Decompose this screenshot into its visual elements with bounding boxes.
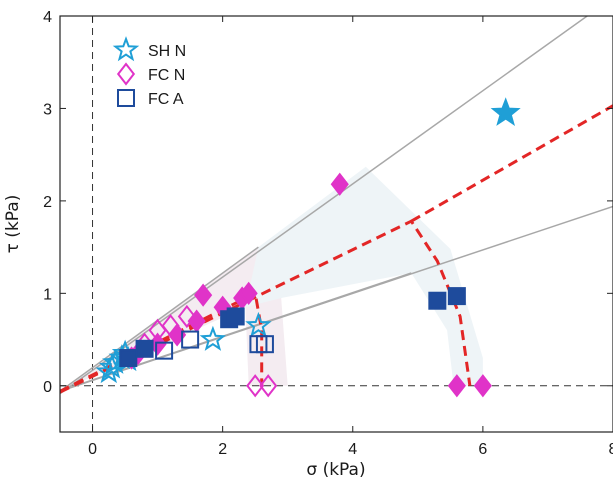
- legend-marker-star: [112, 36, 140, 62]
- legend-marker-square: [117, 89, 135, 107]
- star-open-point-7: [245, 311, 272, 337]
- envelope-line-3: [60, 246, 259, 392]
- y-axis-title: τ (kPa): [3, 195, 23, 254]
- square-open-point-0: [155, 341, 174, 360]
- y-tick-label-0: 0: [43, 379, 52, 396]
- x-tick-label-0: 0: [88, 441, 97, 458]
- square-filled-point-3: [226, 307, 245, 326]
- data-markers: [95, 97, 521, 398]
- fit-line-5: [60, 219, 472, 394]
- square-filled-point-5: [447, 287, 466, 306]
- x-tick-label-2: 4: [348, 441, 357, 458]
- square-filled-point-1: [135, 339, 154, 358]
- x-tick-label-4: 8: [609, 441, 613, 458]
- diamond-filled-point-8: [239, 281, 258, 305]
- fit-lines: [60, 104, 613, 394]
- square-open-point-3: [255, 335, 274, 354]
- legend-label-2: FC A: [148, 91, 184, 108]
- square-open-point-1: [181, 330, 200, 349]
- star-open-point-6: [199, 325, 226, 351]
- diamond-open-point-5: [259, 374, 278, 398]
- x-tick-label-3: 6: [478, 441, 487, 458]
- y-tick-label-2: 2: [43, 194, 52, 211]
- square-filled-point-0: [119, 349, 138, 368]
- square-filled-point-4: [428, 291, 447, 310]
- plot-area: [60, 16, 613, 432]
- diamond-open-point-2: [161, 314, 180, 338]
- ticks: 0 2 4 6 8 0 1 2 3 4: [43, 9, 613, 458]
- shaded-region-1: [245, 166, 483, 386]
- zero-lines: [60, 16, 613, 432]
- y-tick-label-1: 1: [43, 286, 52, 303]
- envelope-lines: [60, 16, 613, 395]
- y-tick-label-3: 3: [43, 101, 52, 118]
- diamond-filled-point-11: [473, 374, 492, 398]
- y-tick-label-4: 4: [43, 9, 52, 26]
- x-tick-label-1: 2: [218, 441, 227, 458]
- legend: SH N FC N FC A: [112, 36, 186, 108]
- diamond-open-point-3: [177, 304, 196, 329]
- legend-marker-diamond: [116, 62, 136, 86]
- envelope-line-2: [60, 272, 412, 392]
- diamond-filled-point-9: [330, 172, 349, 196]
- diamond-filled-point-10: [447, 374, 466, 398]
- legend-label-0: SH N: [148, 43, 186, 60]
- plot-frame: [59, 15, 613, 433]
- star-filled-point-0: [490, 97, 521, 126]
- fit-line-6: [410, 104, 613, 223]
- diamond-open-point-4: [246, 374, 265, 398]
- diamond-filled-point-5: [194, 283, 213, 307]
- legend-label-1: FC N: [148, 67, 185, 84]
- x-axis-title: σ (kPa): [306, 460, 365, 480]
